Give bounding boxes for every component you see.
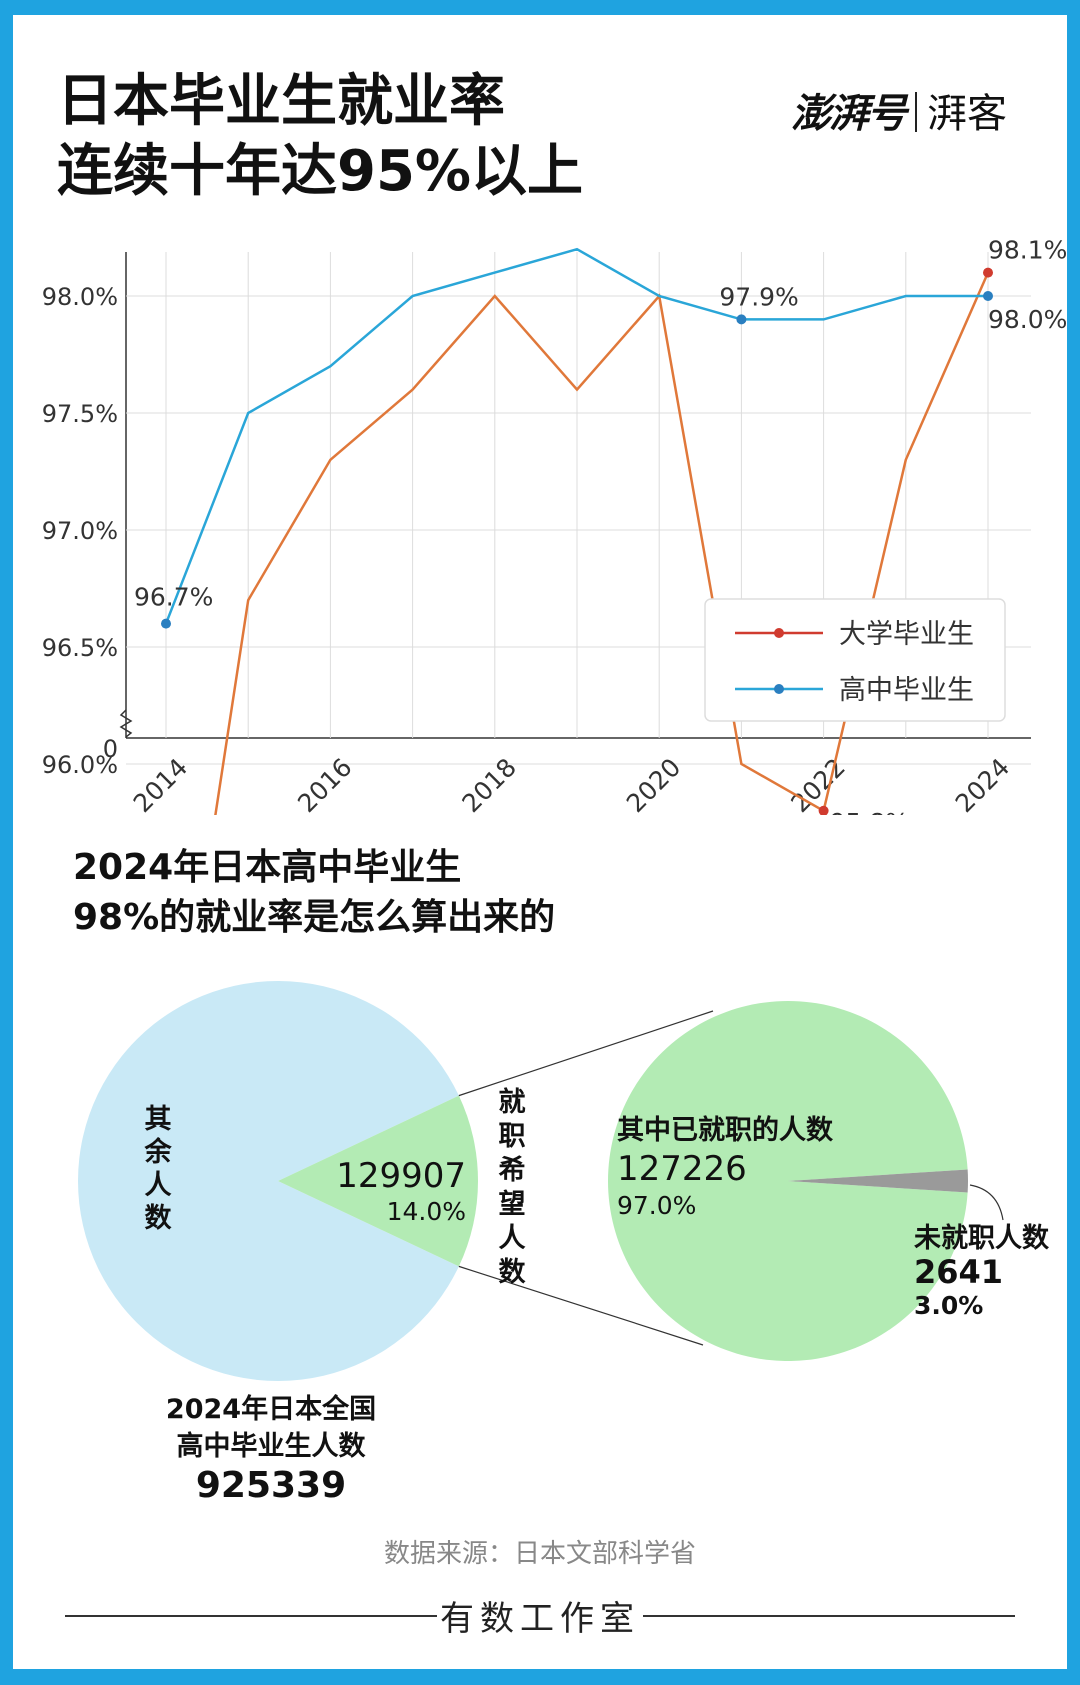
rest-label-char: 余 xyxy=(144,1136,173,1168)
legend-swatch-marker xyxy=(774,628,784,638)
y-tick-label: 97.0% xyxy=(42,517,118,545)
graduate-breakdown-pie-chart: 其余人数12990714.0%就职希望人数2024年日本全国高中毕业生人数925… xyxy=(78,981,1050,1506)
highschool-point xyxy=(736,314,747,325)
data-source: 数据来源：日本文部科学省 xyxy=(383,1539,696,1569)
y-axis-break xyxy=(119,709,133,738)
job-seekers-percent: 14.0% xyxy=(387,1197,466,1226)
job-seekers-value: 129907 xyxy=(336,1156,466,1196)
pie-slice-rest xyxy=(78,981,459,1381)
y-tick-label: 98.0% xyxy=(42,283,118,311)
footer-line-right xyxy=(643,1615,1015,1617)
highschool-point xyxy=(983,291,993,301)
job-seekers-label-char: 望 xyxy=(499,1189,526,1220)
unemployed-label: 未就职人数 xyxy=(914,1223,1050,1254)
employed-percent: 97.0% xyxy=(617,1191,696,1220)
pie-slice-employed xyxy=(607,1001,968,1362)
y-tick-label: 97.5% xyxy=(42,400,118,428)
logo-brand-text: 澎湃号 xyxy=(791,91,907,137)
job-seekers-label-char: 数 xyxy=(499,1257,527,1288)
logo-divider xyxy=(915,92,917,132)
total-value: 925339 xyxy=(196,1465,346,1506)
y-tick-label: 0 xyxy=(103,735,118,763)
pie-section-title: 2024年日本高中毕业生 98%的就业率是怎么算出来的 xyxy=(73,843,555,943)
pie-connector-top xyxy=(458,1010,714,1097)
total-label-line-1: 2024年日本全国 xyxy=(166,1393,376,1425)
unemployed-percent: 3.0% xyxy=(914,1291,983,1320)
pie-title-line-1: 2024年日本高中毕业生 xyxy=(73,847,462,888)
pie-slice-unemployed xyxy=(788,1169,968,1193)
pie-slice-job-seekers xyxy=(278,1095,479,1267)
y-tick-label: 96.0% xyxy=(42,751,118,779)
legend-swatch-marker xyxy=(774,684,784,694)
rest-label-char: 数 xyxy=(145,1203,173,1234)
job-seekers-label-char: 希 xyxy=(499,1155,526,1186)
brand-logo: 澎湃号 湃客 xyxy=(791,81,1007,139)
legend-label: 高中毕业生 xyxy=(839,675,974,706)
logo-sub-text: 湃客 xyxy=(927,91,1007,137)
job-seekers-label-char: 就 xyxy=(499,1087,526,1118)
data-label: 98.0% xyxy=(988,305,1067,334)
y-tick-label: 96.5% xyxy=(42,634,118,662)
employment-rate-line-chart: 98.0%97.5%97.0%96.5%96.0%95.5%95%94.5%02… xyxy=(42,236,1067,815)
job-seekers-label-char: 人 xyxy=(499,1223,526,1254)
highschool-point xyxy=(161,618,171,629)
data-label: 97.9% xyxy=(719,282,798,311)
rest-label-char: 人 xyxy=(145,1170,172,1201)
footer-studio-name: 有数工作室 xyxy=(440,1599,640,1639)
page-title: 日本毕业生就业率 连续十年达95%以上 xyxy=(57,67,583,207)
data-label: 96.7% xyxy=(134,583,213,612)
pie-connector-bottom xyxy=(458,1265,704,1346)
data-label: 98.1% xyxy=(988,236,1067,265)
total-label-line-2: 高中毕业生人数 xyxy=(177,1430,367,1462)
infographic-card: 日本毕业生就业率 连续十年达95%以上 澎湃号 湃客 98.0% 97.5% 97.0… xyxy=(13,15,1067,1669)
unemployed-leader-line xyxy=(969,1184,1004,1221)
title-line-1: 日本毕业生就业率 xyxy=(57,69,505,134)
job-seekers-label-char: 职 xyxy=(499,1121,526,1152)
university-point xyxy=(983,267,993,278)
footer-line-left xyxy=(65,1615,437,1617)
highschool-series-line xyxy=(164,247,988,625)
pie-title-line-2: 98%的就业率是怎么算出来的 xyxy=(73,897,556,938)
university-point xyxy=(818,805,829,815)
employed-label: 其中已就职的人数 xyxy=(617,1114,834,1146)
employed-value: 127226 xyxy=(617,1149,747,1189)
data-label: 95.8% xyxy=(830,808,909,815)
rest-label-char: 其 xyxy=(145,1104,172,1135)
title-line-2: 连续十年达95%以上 xyxy=(57,139,584,204)
legend-label: 大学毕业生 xyxy=(839,619,974,650)
unemployed-value: 2641 xyxy=(914,1253,1003,1291)
